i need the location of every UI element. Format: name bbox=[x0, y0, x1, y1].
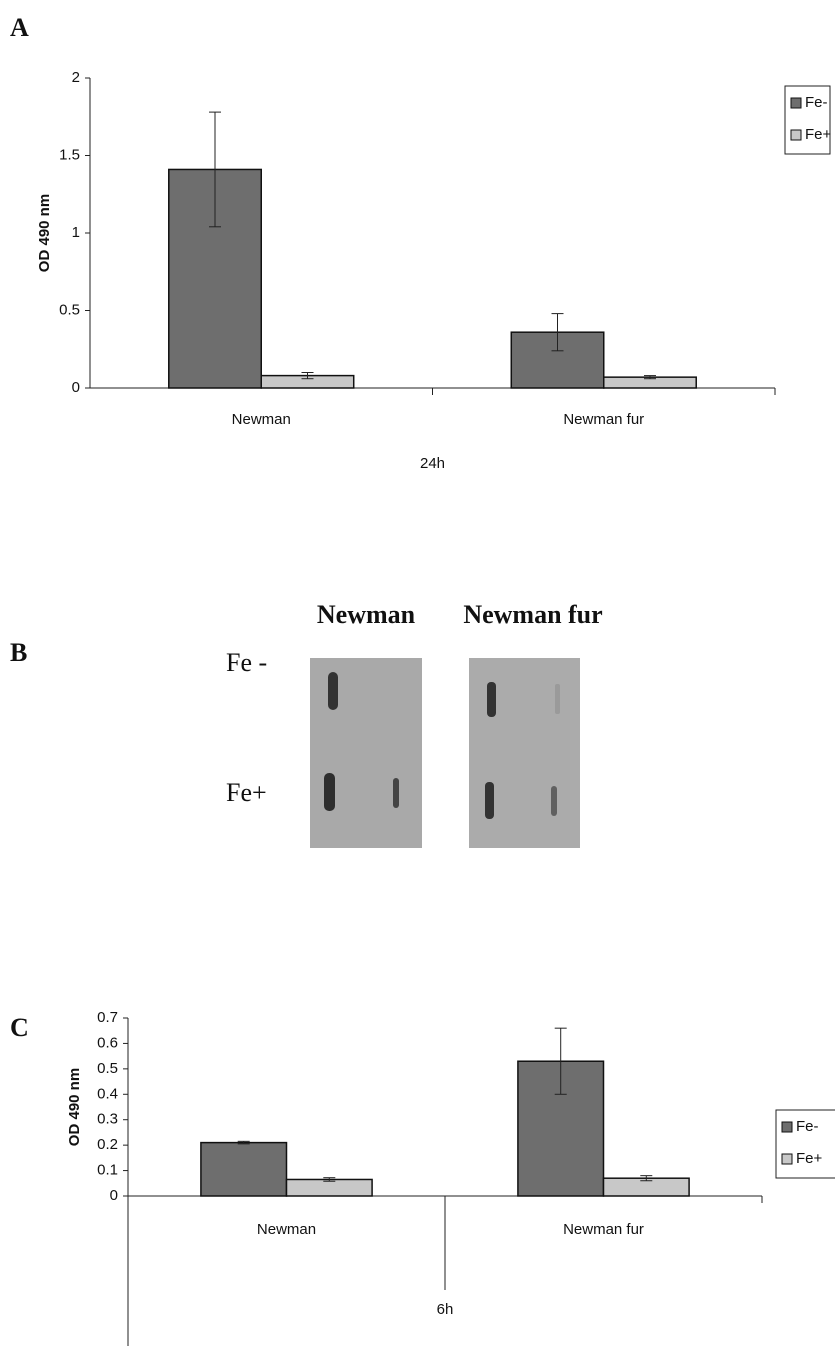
x-tick-label: Newman bbox=[232, 411, 291, 428]
blot-band bbox=[555, 684, 560, 714]
blot-column-label: Newman bbox=[317, 600, 416, 629]
y-tick-label: 0.4 bbox=[97, 1085, 118, 1102]
y-tick-label: 0.3 bbox=[97, 1111, 118, 1128]
blot-band bbox=[324, 773, 335, 811]
legend-label: Fe+ bbox=[805, 126, 832, 143]
x-tick-label: Newman fur bbox=[563, 1221, 644, 1238]
y-tick-label: 0 bbox=[72, 379, 80, 396]
blot-band bbox=[485, 782, 494, 819]
y-tick-label: 1 bbox=[72, 224, 80, 241]
legend-swatch bbox=[791, 130, 801, 140]
y-tick-label: 0 bbox=[110, 1187, 118, 1204]
blot-band bbox=[328, 672, 338, 710]
blot-row-label: Fe+ bbox=[226, 778, 267, 807]
y-tick-label: 0.1 bbox=[97, 1162, 118, 1179]
y-tick-label: 0.7 bbox=[97, 1009, 118, 1026]
panel-label: B bbox=[10, 638, 27, 667]
blot-membrane bbox=[310, 658, 422, 848]
y-tick-label: 0.2 bbox=[97, 1136, 118, 1153]
legend-label: Fe- bbox=[805, 94, 828, 111]
y-tick-label: 2 bbox=[72, 69, 80, 86]
blot: Newman Newman fur Fe - Fe+ bbox=[226, 600, 603, 848]
y-axis-label: OD 490 nm bbox=[36, 194, 53, 272]
legend-swatch bbox=[791, 98, 801, 108]
legend-label: Fe+ bbox=[796, 1150, 823, 1167]
x-axis-label: 6h bbox=[437, 1301, 454, 1318]
legend-swatch bbox=[782, 1122, 792, 1132]
panel-label: C bbox=[10, 1013, 29, 1042]
x-tick-label: Newman bbox=[257, 1221, 316, 1238]
bar bbox=[201, 1143, 287, 1196]
blot-band bbox=[393, 778, 399, 808]
y-tick-label: 0.5 bbox=[59, 301, 80, 318]
legend-swatch bbox=[782, 1154, 792, 1164]
figure: A B C Newman Newman fur Fe - Fe+ 0 0.5 1 1.… bbox=[0, 0, 835, 1346]
blot-band bbox=[487, 682, 496, 717]
bar bbox=[287, 1179, 373, 1196]
blot-membrane bbox=[469, 658, 580, 848]
panel-label: A bbox=[10, 13, 29, 42]
x-axis-label: 24h bbox=[420, 455, 445, 472]
y-tick-label: 0.5 bbox=[97, 1060, 118, 1077]
blot-band bbox=[551, 786, 557, 816]
legend-label: Fe- bbox=[796, 1118, 819, 1135]
y-tick-label: 1.5 bbox=[59, 146, 80, 163]
x-tick-label: Newman fur bbox=[563, 411, 644, 428]
blot-row-label: Fe - bbox=[226, 648, 267, 677]
y-axis-label: OD 490 nm bbox=[66, 1068, 83, 1146]
blot-column-label: Newman fur bbox=[463, 600, 602, 629]
y-tick-label: 0.6 bbox=[97, 1034, 118, 1051]
